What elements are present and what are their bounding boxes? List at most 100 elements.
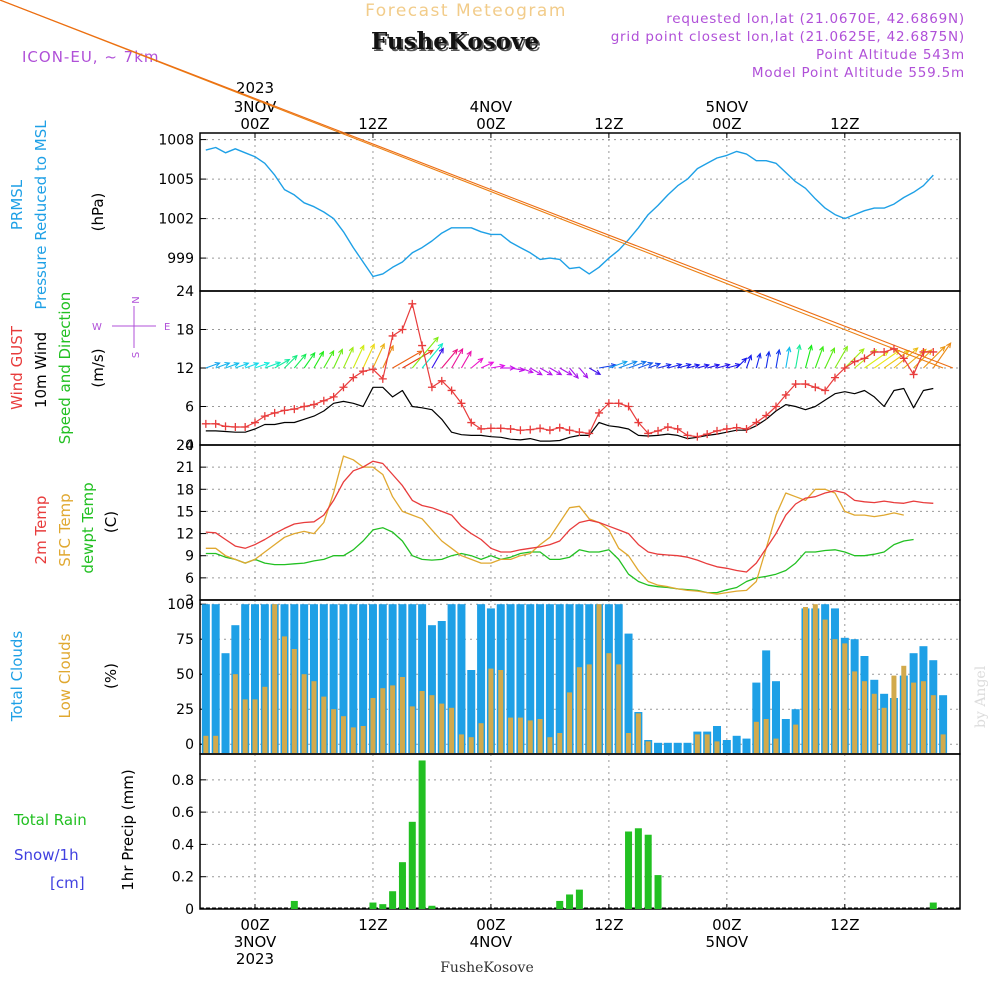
wind-arrow-head [509,365,516,371]
low-cloud-bar [842,643,848,753]
wind-arrow-head [756,352,762,359]
total-cloud-bar [742,738,751,753]
gust-marker [319,396,328,405]
gust-marker [359,367,368,376]
low-cloud-bar [635,713,641,753]
wind-arrow [431,348,444,369]
station-name-front: FusheKosove [371,28,539,55]
total-cloud-bar [359,604,368,753]
wind-label-2: 10m Wind [32,332,50,408]
gust-marker [860,354,869,363]
gust-marker [309,400,318,409]
gust-marker [703,430,712,439]
wind-arrow [578,367,589,379]
temp-ytick-label: 3 [185,593,194,609]
pressure-ytick-label: 1008 [158,133,194,149]
top-time-label: 12Z [594,115,623,133]
wind-arrow-head [703,363,711,369]
wind-arrow-head [741,357,748,364]
low-cloud-bar [714,741,720,753]
low-cloud-bar [567,692,573,753]
pressure-label-2: Pressure Reduced to MSL [32,120,50,310]
wind-arrow-head [300,353,307,360]
gust-marker [929,347,938,356]
total-cloud-bar [781,719,790,753]
wind-arrow-head [595,369,602,375]
gust-marker [713,426,722,435]
wind-arrow [598,364,616,369]
total-cloud-bar [437,621,446,753]
gust-marker [752,418,761,427]
gust-marker [467,418,476,427]
wind-arrow [588,367,601,375]
gust-marker [280,406,289,415]
low-cloud-bar [694,734,700,753]
wind-ytick-label: 24 [176,284,194,300]
footer-station: FusheKosove [440,960,534,976]
wind-arrow [549,367,562,376]
wind-arrow [411,337,439,369]
wind-arrow [785,347,790,369]
wind-arrow [667,363,682,369]
total-cloud-bar [309,604,318,753]
wind-arrow [274,359,290,369]
temp-ytick-label: 21 [176,460,194,476]
compass-e: E [164,322,170,333]
temp-ytick-label: 24 [176,438,194,454]
gust-marker [349,373,358,382]
clouds-ytick-label: 100 [167,597,194,613]
low-cloud-bar [940,734,946,753]
gust-marker [427,383,436,392]
wind-arrow [215,362,230,369]
top-time-label: 00Z [712,115,741,133]
low-cloud-bar [626,733,632,753]
total-cloud-bar [526,604,535,753]
gust-marker [437,376,446,385]
low-cloud-bar [390,685,396,753]
low-cloud-bar [802,607,808,753]
total-cloud-bar [349,604,358,753]
wind-arrow [490,365,505,369]
gust-marker [496,424,505,433]
wind-arrow-head [527,368,534,374]
gust-marker [388,331,397,340]
precip-bar [418,760,426,909]
wind-arrow [235,362,249,369]
wind-arrow [707,364,720,369]
wind-arrow-head [685,363,692,369]
wind-arrow-head [621,360,628,366]
wind-arrow-head [369,343,375,350]
precip-bar [369,902,377,909]
wind-arrow [470,358,484,369]
gust-marker [595,408,604,417]
precip-bar [290,900,298,909]
low-cloud-bar [419,691,425,753]
wind-arrow-head [858,348,865,354]
bottom-time-label: 12Z [358,916,387,934]
wind-arrow-head [939,345,946,352]
wind-arrow [608,360,628,369]
compass-n: N [131,296,142,303]
gust-marker [300,402,309,411]
gust-marker [447,386,456,395]
wind-ytick-label: 12 [176,361,194,377]
wind-arrow [0,0,944,369]
wind-arrow-head [647,361,654,367]
gust-marker [889,344,898,353]
wind-arrow-head [912,347,919,353]
total-cloud-bar [457,604,466,753]
wind-arrow-head [747,354,753,361]
temp-label-1: 2m Temp [32,496,50,565]
gust-marker [536,424,545,433]
gust-marker [732,423,741,432]
gust-marker [575,428,584,437]
wind-arrow-head [724,363,731,369]
total-cloud-bar [771,681,780,753]
precip-ytick-label: 0.4 [172,837,194,853]
wind-arrow [284,355,298,369]
clouds-ytick-label: 75 [176,632,194,648]
wind-arrow-head [546,370,553,376]
low-cloud-bar [311,681,317,753]
wind-arrow [0,0,954,369]
wind-arrow [638,362,653,369]
